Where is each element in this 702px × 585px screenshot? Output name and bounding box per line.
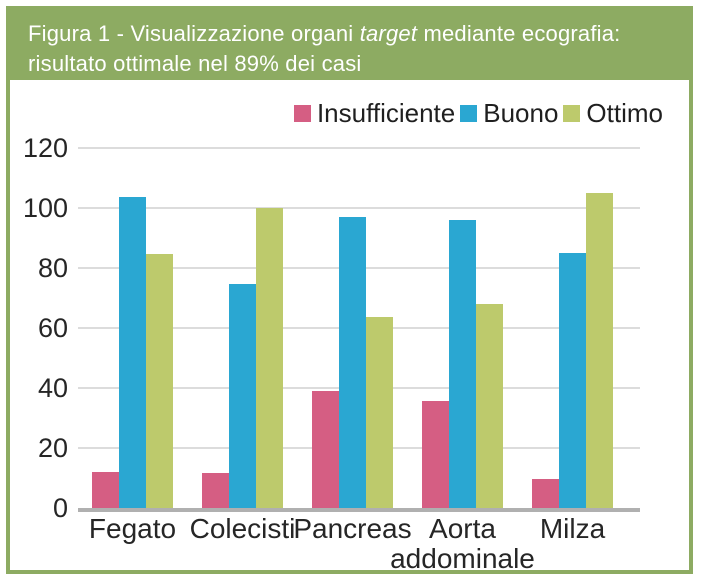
bar-insufficiente-milza <box>532 479 559 508</box>
y-axis-tick-label: 20 <box>37 433 68 463</box>
figure-title-prefix: Figura 1 - Visualizzazione organi <box>28 21 360 46</box>
x-axis-line <box>78 508 640 512</box>
y-axis-tick-label: 0 <box>52 493 68 523</box>
y-axis-tick-label: 100 <box>22 193 68 223</box>
bar-buono-pancreas <box>339 217 366 508</box>
legend-swatch-ottimo <box>563 105 581 122</box>
legend-item-buono: Buono <box>460 98 558 129</box>
bar-insufficiente-pancreas <box>312 391 339 508</box>
legend-item-ottimo: Ottimo <box>563 98 663 129</box>
legend-label: Buono <box>483 98 559 128</box>
x-axis-category-label: Milza <box>539 513 606 544</box>
chart-legend: Insufficiente Buono Ottimo <box>293 98 663 129</box>
bar-buono-aorta-addominale <box>449 220 476 508</box>
x-axis-category-label: Pancreas <box>293 513 412 544</box>
y-axis-tick-label: 60 <box>37 313 68 343</box>
figure-title: Figura 1 - Visualizzazione organi target… <box>10 10 689 80</box>
bar-insufficiente-aorta-addominale <box>422 401 449 508</box>
bar-buono-milza <box>559 253 586 508</box>
x-axis-category-label: Aorta addominale <box>390 513 535 574</box>
bar-ottimo-pancreas <box>366 317 393 508</box>
legend-item-insufficiente: Insufficiente <box>293 98 456 129</box>
figure-title-italic-word: target <box>359 21 418 46</box>
gridline <box>78 147 640 149</box>
bar-ottimo-fegato <box>146 254 173 508</box>
legend-label: Insufficiente <box>316 98 456 128</box>
legend-swatch-buono <box>460 105 478 122</box>
bar-buono-colecisti <box>229 284 256 508</box>
legend-label: Ottimo <box>586 98 663 128</box>
y-axis-tick-label: 80 <box>37 253 68 283</box>
y-axis-tick-label: 40 <box>37 373 68 403</box>
bar-buono-fegato <box>119 197 146 508</box>
bar-chart: Insufficiente Buono Ottimo 0 20 40 60 80 100 120… <box>10 80 689 573</box>
x-axis-category-label: Fegato <box>88 513 177 544</box>
bar-insufficiente-colecisti <box>202 473 229 508</box>
figure-card: Figura 1 - Visualizzazione organi target… <box>6 6 693 574</box>
bar-insufficiente-fegato <box>92 472 119 508</box>
bar-ottimo-milza <box>586 193 613 508</box>
legend-swatch-insufficiente <box>293 105 311 122</box>
bar-ottimo-aorta-addominale <box>476 304 503 508</box>
gridline <box>78 207 640 209</box>
y-axis-tick-label: 120 <box>22 133 68 163</box>
bar-ottimo-colecisti <box>256 208 283 508</box>
x-axis-category-label: Colecisti <box>189 513 296 544</box>
figure-title-suffix: mediante ecografia: risultato ottimale n… <box>28 21 627 76</box>
